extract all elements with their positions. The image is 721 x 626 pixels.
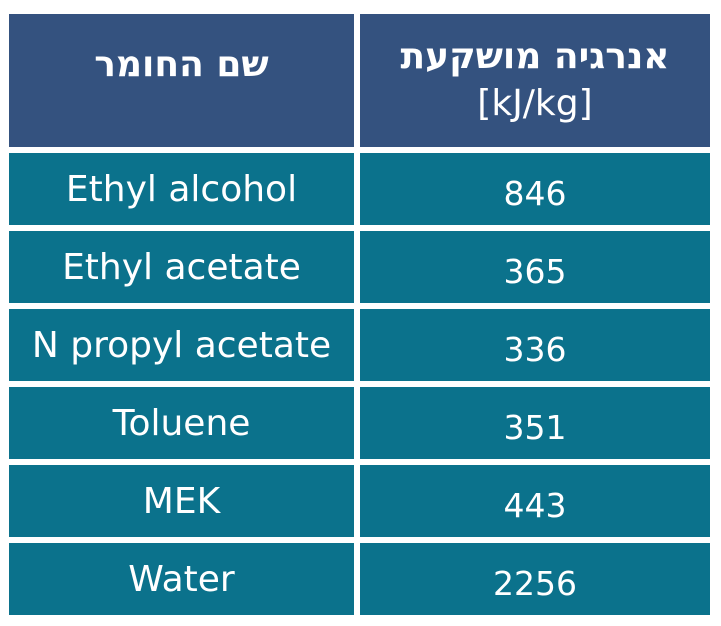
substance-name-cell: N propyl acetate	[9, 309, 354, 381]
header-invested-energy-label: אנרגיה מושקעת	[400, 35, 670, 77]
header-invested-energy: אנרגיה מושקעת [kJ/kg]	[360, 14, 710, 147]
substance-name: N propyl acetate	[31, 324, 332, 366]
energy-value-cell: 443	[360, 465, 710, 537]
substance-name: Ethyl acetate	[62, 246, 301, 288]
table-row: Toluene 351	[9, 387, 710, 459]
table-row: Ethyl acetate 365	[9, 231, 710, 303]
energy-table: שם החומר אנרגיה מושקעת [kJ/kg] Ethyl alc…	[9, 14, 710, 621]
substance-name-cell: Water	[9, 543, 354, 615]
energy-value-cell: 365	[360, 231, 710, 303]
energy-value-cell: 351	[360, 387, 710, 459]
table-row: Ethyl alcohol 846	[9, 153, 710, 225]
energy-value: 846	[503, 173, 567, 213]
substance-name: Ethyl alcohol	[65, 168, 298, 210]
header-energy-unit: [kJ/kg]	[477, 82, 593, 124]
energy-value: 443	[503, 485, 567, 525]
table-row: MEK 443	[9, 465, 710, 537]
table-row: Water 2256	[9, 543, 710, 615]
substance-name-cell: MEK	[9, 465, 354, 537]
energy-value: 365	[503, 251, 567, 291]
table-row: N propyl acetate 336	[9, 309, 710, 381]
substance-name: Water	[128, 558, 235, 600]
energy-value-cell: 846	[360, 153, 710, 225]
substance-name-cell: Ethyl alcohol	[9, 153, 354, 225]
substance-name: MEK	[142, 480, 221, 522]
energy-value: 336	[503, 329, 567, 369]
substance-name: Toluene	[112, 402, 251, 444]
energy-value-cell: 2256	[360, 543, 710, 615]
substance-name-cell: Toluene	[9, 387, 354, 459]
substance-name-cell: Ethyl acetate	[9, 231, 354, 303]
table-header-row: שם החומר אנרגיה מושקעת [kJ/kg]	[9, 14, 710, 147]
energy-value: 351	[503, 407, 567, 447]
header-substance-name-label: שם החומר	[94, 44, 269, 85]
energy-value: 2256	[493, 563, 577, 603]
energy-value-cell: 336	[360, 309, 710, 381]
header-substance-name: שם החומר	[9, 14, 354, 147]
